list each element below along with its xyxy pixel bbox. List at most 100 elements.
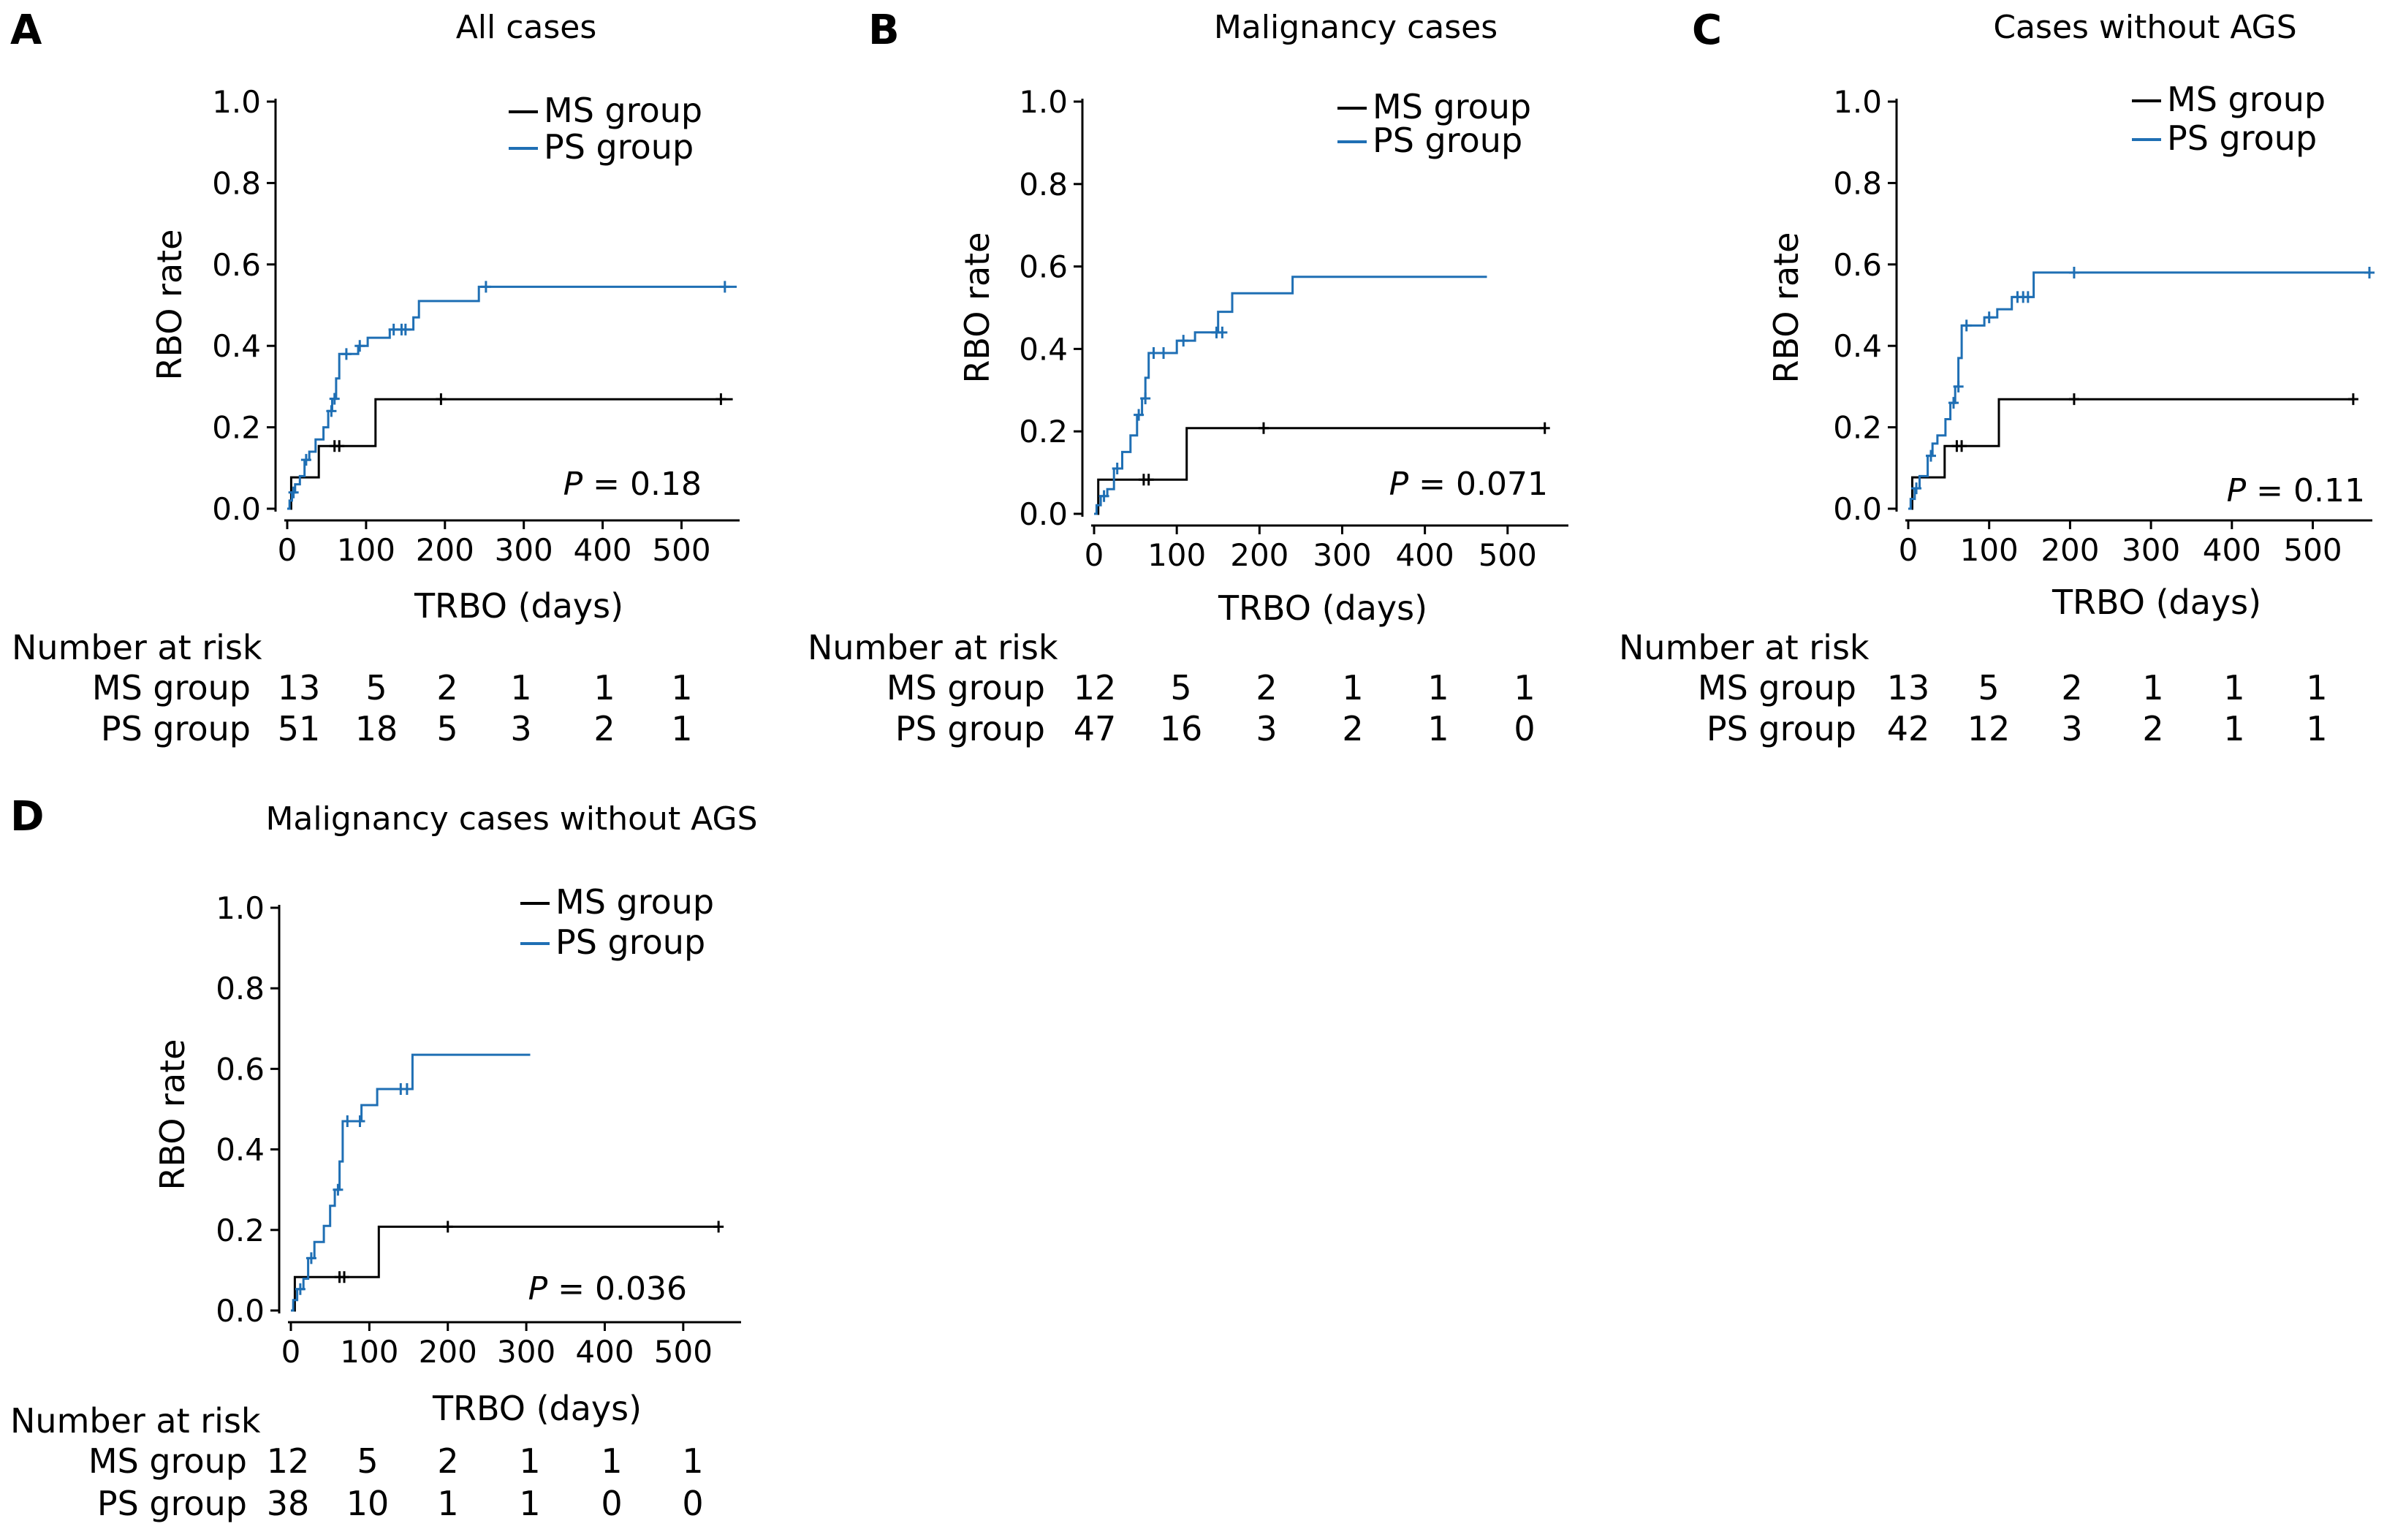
y-tick-label: 0.8 [212, 165, 261, 201]
censor-mark-ps [1178, 335, 1189, 347]
x-tick-label: 500 [652, 532, 710, 568]
risk-value: 1 [2223, 709, 2244, 748]
censor-mark-ms [713, 1221, 724, 1233]
censor-mark-ps [354, 1115, 365, 1128]
risk-row-label: MS group [1698, 668, 1856, 708]
x-axis-label: TRBO (days) [1218, 588, 1427, 628]
p-value: P = 0.071 [1389, 466, 1548, 503]
risk-value: 2 [1342, 709, 1363, 748]
censor-mark-ps [354, 340, 365, 352]
x-tick-label: 200 [416, 532, 474, 568]
legend-label-ms: MS group [544, 91, 702, 130]
y-tick-label: 0.4 [1833, 328, 1882, 364]
censor-mark-ps [295, 1283, 305, 1295]
risk-value: 1 [1342, 668, 1363, 708]
risk-value: 16 [1160, 709, 1203, 748]
risk-value: 0 [682, 1484, 703, 1523]
risk-value: 10 [346, 1484, 390, 1523]
risk-value: 5 [357, 1441, 378, 1481]
risk-row-label: PS group [101, 709, 251, 748]
y-tick-label: 1.0 [1019, 84, 1068, 120]
panel-title: Malignancy cases without AGS [265, 800, 757, 838]
risk-value: 1 [2306, 668, 2327, 708]
x-tick-label: 500 [654, 1334, 713, 1370]
legend-label-ps: PS group [544, 127, 694, 167]
y-axis-label: RBO rate [957, 232, 997, 384]
censor-mark-ps [1961, 319, 1972, 332]
risk-value: 1 [519, 1484, 540, 1523]
y-tick-label: 0.2 [216, 1213, 265, 1248]
y-tick-label: 0.2 [212, 410, 261, 446]
risk-value: 51 [278, 709, 321, 748]
risk-value: 1 [682, 1441, 703, 1481]
censor-mark-ms [339, 1271, 350, 1283]
x-tick-label: 300 [495, 532, 553, 568]
risk-value: 3 [1256, 709, 1277, 748]
censor-mark-ps [1112, 462, 1123, 474]
censor-mark-ms [436, 393, 447, 406]
series-line-ms [287, 398, 733, 510]
risk-value: 38 [267, 1484, 310, 1523]
x-tick-label: 0 [281, 1334, 301, 1370]
y-tick-label: 0.4 [212, 328, 261, 364]
risk-value: 12 [1967, 709, 2011, 748]
risk-value: 13 [1887, 668, 1930, 708]
risk-value: 2 [2061, 668, 2082, 708]
x-tick-label: 300 [2122, 532, 2180, 568]
x-tick-label: 0 [1899, 532, 1918, 568]
legend-label-ms: MS group [2167, 80, 2326, 119]
legend-label-ps: PS group [1373, 121, 1522, 160]
x-tick-label: 200 [1230, 537, 1288, 573]
y-tick-label: 0.0 [216, 1293, 265, 1329]
risk-value: 1 [2142, 668, 2163, 708]
risk-value: 0 [601, 1484, 622, 1523]
censor-mark-ps [2022, 291, 2033, 303]
risk-value: 5 [365, 668, 387, 708]
panel-c: C Cases without AGS 0.0 0.2 0.4 0.6 0.8 1.0 0 100… [1619, 7, 2375, 748]
risk-row-label: PS group [97, 1484, 247, 1523]
risk-value: 1 [601, 1441, 622, 1481]
censor-mark-ms [716, 393, 726, 406]
y-tick-label: 0.8 [1019, 167, 1068, 202]
x-axis-label: TRBO (days) [432, 1389, 642, 1428]
x-tick-label: 0 [278, 532, 297, 568]
risk-value: 12 [1074, 668, 1117, 708]
censor-mark-ps [2068, 266, 2079, 278]
y-axis-label: RBO rate [153, 1039, 192, 1191]
risk-value: 3 [510, 709, 531, 748]
series-line-ms [1908, 398, 2353, 510]
series-line-ps [1908, 271, 2369, 510]
risk-row-label: MS group [92, 668, 251, 708]
y-tick-label: 0.6 [1019, 249, 1068, 285]
x-tick-label: 400 [2203, 532, 2261, 568]
legend-label-ms: MS group [555, 882, 714, 922]
x-tick-label: 200 [2041, 532, 2099, 568]
risk-value: 1 [2223, 668, 2244, 708]
y-tick-label: 0.2 [1019, 414, 1068, 450]
risk-value: 2 [593, 709, 615, 748]
risk-table-header: Number at risk [12, 628, 262, 667]
x-axis-label: TRBO (days) [2051, 583, 2261, 622]
risk-value: 1 [1427, 709, 1449, 748]
censor-mark-ps [329, 392, 340, 405]
censor-mark-ms [334, 440, 345, 452]
censor-mark-ps [341, 348, 352, 360]
risk-value: 1 [671, 668, 692, 708]
censor-mark-ps [1148, 347, 1159, 360]
risk-value: 5 [1170, 668, 1191, 708]
censor-mark-ms [1258, 422, 1269, 434]
censor-mark-ps [288, 486, 299, 498]
x-axis-label: TRBO (days) [414, 586, 623, 626]
risk-table-header: Number at risk [10, 1401, 261, 1441]
panel-d: D Malignancy cases without AGS 0.0 0.2 0.4 0.… [10, 793, 758, 1523]
y-axis-label: RBO rate [1766, 232, 1806, 384]
risk-value: 1 [519, 1441, 540, 1481]
series-line-ps [291, 1053, 531, 1312]
y-tick-label: 0.6 [216, 1051, 265, 1087]
censor-mark-ms [2068, 393, 2079, 406]
y-tick-label: 0.6 [1833, 247, 1882, 283]
censor-mark-ps [1098, 490, 1109, 502]
panel-b: B Malignancy cases 0.0 0.2 0.4 0.6 0.8 1.0 0 100 2… [808, 7, 1568, 748]
risk-value: 2 [436, 668, 458, 708]
legend-label-ms: MS group [1373, 87, 1531, 126]
